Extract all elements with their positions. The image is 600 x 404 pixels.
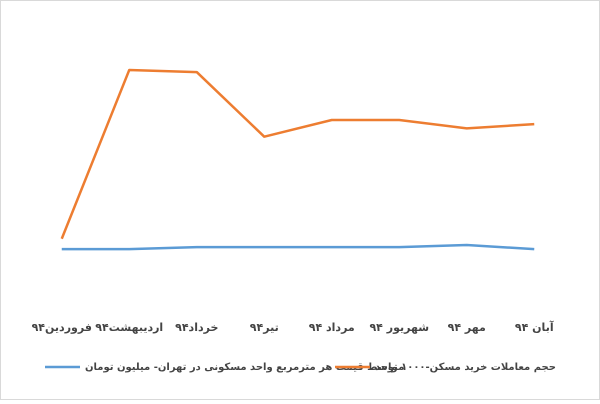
x-tick-label: خرداد۹۴ [175,321,218,334]
x-tick-label: شهریور ۹۴ [369,321,429,334]
x-tick-label: آبان ۹۴ [515,320,554,334]
legend-label: متوسط قیمت هر مترمربع واحد مسکونی در تهر… [85,362,404,373]
x-tick-label: اردیبهشت۹۴ [95,321,163,334]
x-tick-label: مرداد ۹۴ [309,321,355,334]
x-tick-label: مهر ۹۴ [448,321,486,334]
x-tick-label: تیر۹۴ [250,321,279,334]
line-series [61,243,535,251]
x-tick-label: فروردین۹۴ [32,321,92,334]
legend-label: حجم معاملات خرید مسکن-۱۰۰۰ واحد [375,362,556,373]
line-series [60,68,535,240]
